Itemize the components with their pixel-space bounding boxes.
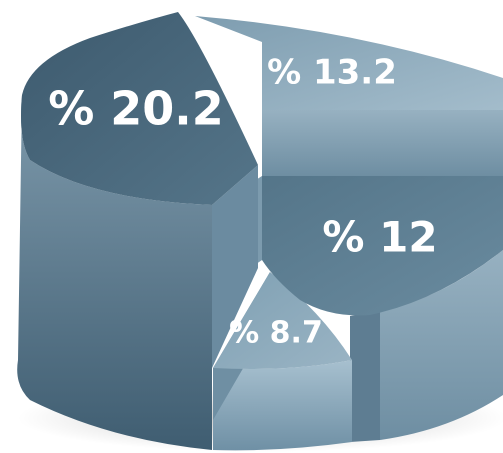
pie-slice-4-side (213, 360, 352, 451)
pie-slice-1-side (17, 95, 213, 450)
pie-slice-3-top (262, 176, 503, 316)
pie-slice-2-top (195, 16, 503, 110)
pie-slice-2-front (262, 110, 503, 176)
pie-slice-4-label: % 8.7 (229, 316, 323, 351)
pie-slice-2-label: % 13.2 (267, 53, 397, 93)
pie-slice-3-front (380, 250, 503, 440)
pie-slice-1-label: % 20.2 (48, 82, 224, 136)
pie-slice-1-inner (212, 165, 258, 368)
pie-slice-4-top (213, 272, 352, 369)
pie-slice-3-label: % 12 (322, 213, 437, 262)
pie-slice-1-top (21, 12, 258, 205)
pie-slice-3-side (350, 310, 380, 442)
